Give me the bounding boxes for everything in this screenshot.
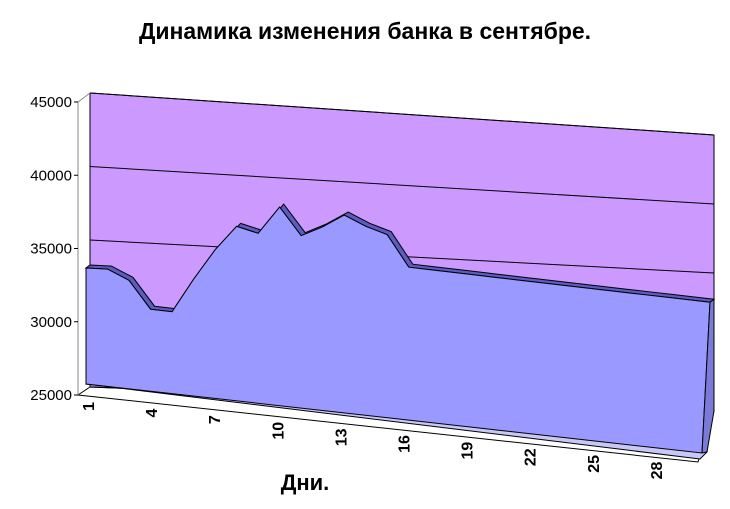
x-tick-label: 22: [523, 448, 540, 466]
x-tick-label: 4: [144, 409, 161, 418]
y-tick-label: 30000: [30, 314, 72, 331]
chart-title: Динамика изменения банка в сентябре.: [138, 18, 592, 44]
gridline: [89, 166, 715, 205]
x-tick-label: 13: [333, 428, 350, 446]
y-tick-label: 25000: [30, 387, 72, 404]
x-tick-label: 10: [270, 422, 287, 440]
x-tick-label: 7: [207, 415, 224, 424]
y-tick-label: 35000: [30, 241, 72, 258]
area-side-face: [701, 298, 715, 454]
x-tick-label: 16: [397, 435, 414, 453]
area-fill: [85, 206, 711, 454]
x-tick-label: 25: [586, 455, 603, 473]
x-tick-label: 28: [649, 461, 666, 479]
y-axis-ticks: 25000 30000 35000 40000 45000: [30, 94, 78, 404]
x-axis-ticks: 1 4 7 10 13 16 19 22 25 28: [81, 402, 666, 479]
x-tick-label: 19: [460, 442, 477, 460]
gridline: [89, 92, 715, 136]
y-tick-label: 40000: [30, 167, 72, 184]
x-tick-label: 1: [81, 402, 98, 411]
y-tick-label: 45000: [30, 94, 72, 111]
series-area: [84, 203, 716, 454]
x-axis-label: Дни.: [280, 470, 330, 495]
y-axis-depth-line: [77, 92, 91, 103]
